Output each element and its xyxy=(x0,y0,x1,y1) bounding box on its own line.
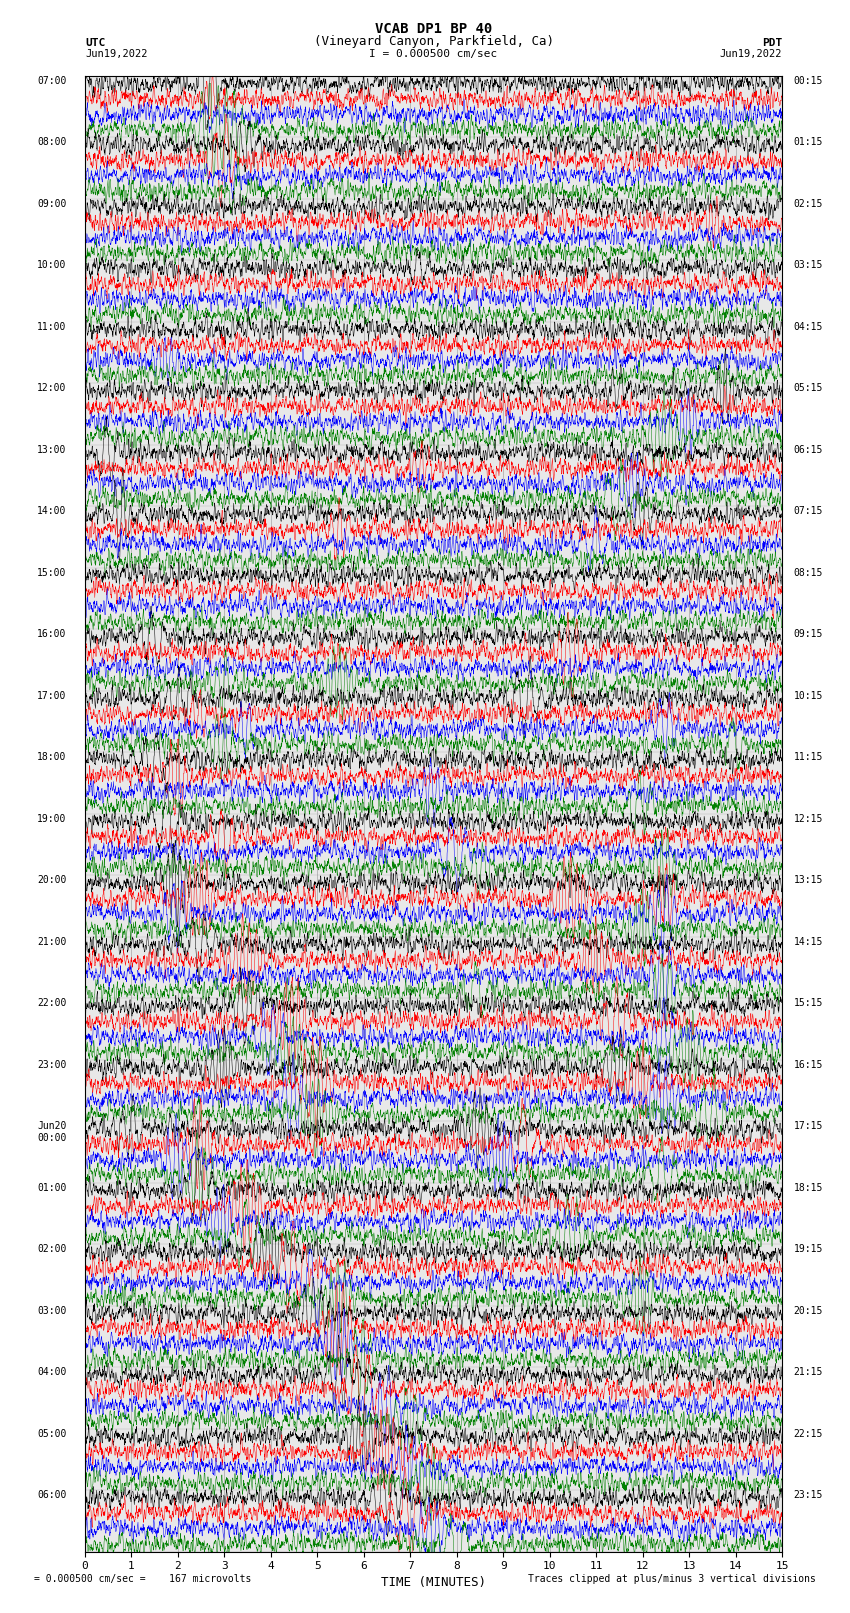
Text: 03:15: 03:15 xyxy=(794,260,823,271)
Text: 18:15: 18:15 xyxy=(794,1182,823,1192)
Text: 00:15: 00:15 xyxy=(794,76,823,85)
X-axis label: TIME (MINUTES): TIME (MINUTES) xyxy=(381,1576,486,1589)
Text: 07:00: 07:00 xyxy=(37,76,66,85)
Text: 12:15: 12:15 xyxy=(794,815,823,824)
Text: 13:00: 13:00 xyxy=(37,445,66,455)
Text: Jun19,2022: Jun19,2022 xyxy=(85,48,148,58)
Text: 02:15: 02:15 xyxy=(794,198,823,208)
Text: 02:00: 02:00 xyxy=(37,1244,66,1255)
Text: 23:15: 23:15 xyxy=(794,1490,823,1500)
Text: UTC: UTC xyxy=(85,37,105,47)
Text: 08:00: 08:00 xyxy=(37,137,66,147)
Text: = 0.000500 cm/sec =    167 microvolts: = 0.000500 cm/sec = 167 microvolts xyxy=(34,1574,252,1584)
Text: (Vineyard Canyon, Parkfield, Ca): (Vineyard Canyon, Parkfield, Ca) xyxy=(314,34,553,47)
Text: 10:00: 10:00 xyxy=(37,260,66,271)
Text: PDT: PDT xyxy=(762,37,782,47)
Text: 09:00: 09:00 xyxy=(37,198,66,208)
Text: 16:00: 16:00 xyxy=(37,629,66,639)
Text: 08:15: 08:15 xyxy=(794,568,823,577)
Text: 18:00: 18:00 xyxy=(37,752,66,763)
Text: 17:15: 17:15 xyxy=(794,1121,823,1131)
Text: 01:00: 01:00 xyxy=(37,1182,66,1192)
Text: 05:00: 05:00 xyxy=(37,1429,66,1439)
Text: 19:00: 19:00 xyxy=(37,815,66,824)
Text: 05:15: 05:15 xyxy=(794,384,823,394)
Text: I = 0.000500 cm/sec: I = 0.000500 cm/sec xyxy=(370,48,497,58)
Text: 04:15: 04:15 xyxy=(794,323,823,332)
Text: 13:15: 13:15 xyxy=(794,876,823,886)
Text: 06:15: 06:15 xyxy=(794,445,823,455)
Text: 10:15: 10:15 xyxy=(794,690,823,700)
Text: 15:00: 15:00 xyxy=(37,568,66,577)
Text: 14:00: 14:00 xyxy=(37,506,66,516)
Text: 03:00: 03:00 xyxy=(37,1307,66,1316)
Text: VCAB DP1 BP 40: VCAB DP1 BP 40 xyxy=(375,23,492,37)
Text: 06:00: 06:00 xyxy=(37,1490,66,1500)
Text: 07:15: 07:15 xyxy=(794,506,823,516)
Text: 04:00: 04:00 xyxy=(37,1368,66,1378)
Text: 22:00: 22:00 xyxy=(37,998,66,1008)
Text: 22:15: 22:15 xyxy=(794,1429,823,1439)
Text: 20:15: 20:15 xyxy=(794,1307,823,1316)
Text: 11:15: 11:15 xyxy=(794,752,823,763)
Text: 14:15: 14:15 xyxy=(794,937,823,947)
Text: 15:15: 15:15 xyxy=(794,998,823,1008)
Text: 16:15: 16:15 xyxy=(794,1060,823,1069)
Text: 19:15: 19:15 xyxy=(794,1244,823,1255)
Text: 23:00: 23:00 xyxy=(37,1060,66,1069)
Text: Jun19,2022: Jun19,2022 xyxy=(719,48,782,58)
Text: 21:15: 21:15 xyxy=(794,1368,823,1378)
Text: 12:00: 12:00 xyxy=(37,384,66,394)
Text: Jun20
00:00: Jun20 00:00 xyxy=(37,1121,66,1144)
Text: 11:00: 11:00 xyxy=(37,323,66,332)
Text: 21:00: 21:00 xyxy=(37,937,66,947)
Text: 17:00: 17:00 xyxy=(37,690,66,700)
Text: Traces clipped at plus/minus 3 vertical divisions: Traces clipped at plus/minus 3 vertical … xyxy=(528,1574,816,1584)
Text: 20:00: 20:00 xyxy=(37,876,66,886)
Text: 01:15: 01:15 xyxy=(794,137,823,147)
Text: 09:15: 09:15 xyxy=(794,629,823,639)
